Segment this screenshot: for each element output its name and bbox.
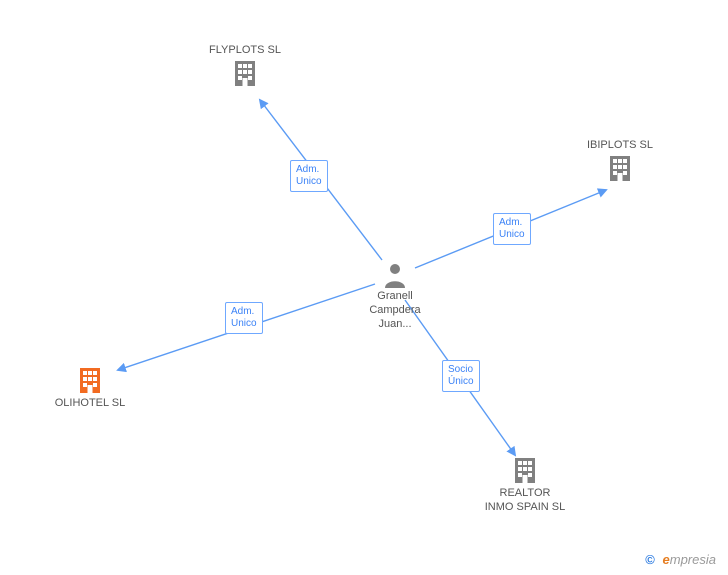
edge-ibiplots — [415, 190, 606, 268]
edge-olihotel — [118, 284, 375, 370]
node-label: FLYPLOTS SL — [185, 44, 305, 58]
edge-flyplots — [260, 100, 382, 260]
copyright-symbol: © — [645, 552, 655, 567]
node-flyplots[interactable]: FLYPLOTS SL — [185, 42, 305, 88]
node-olihotel[interactable]: OLIHOTEL SL — [30, 365, 150, 411]
node-label: REALTOR INMO SPAIN SL — [465, 487, 585, 515]
edge-label-ibiplots: Adm. Unico — [493, 213, 531, 245]
edge-label-realtor: Socio Único — [442, 360, 480, 392]
watermark: © empresia — [645, 552, 716, 567]
building-icon — [30, 365, 150, 395]
building-icon — [560, 153, 680, 183]
person-icon — [355, 262, 435, 288]
node-label: OLIHOTEL SL — [30, 397, 150, 411]
node-label: IBIPLOTS SL — [560, 139, 680, 153]
edge-label-flyplots: Adm. Unico — [290, 160, 328, 192]
node-realtor[interactable]: REALTOR INMO SPAIN SL — [465, 455, 585, 515]
node-ibiplots[interactable]: IBIPLOTS SL — [560, 137, 680, 183]
edge-label-olihotel: Adm. Unico — [225, 302, 263, 334]
building-icon — [185, 58, 305, 88]
building-icon — [465, 455, 585, 485]
brand-name: empresia — [663, 552, 716, 567]
node-label: Granell Campdera Juan... — [355, 290, 435, 331]
node-person-center[interactable]: Granell Campdera Juan... — [355, 262, 435, 331]
